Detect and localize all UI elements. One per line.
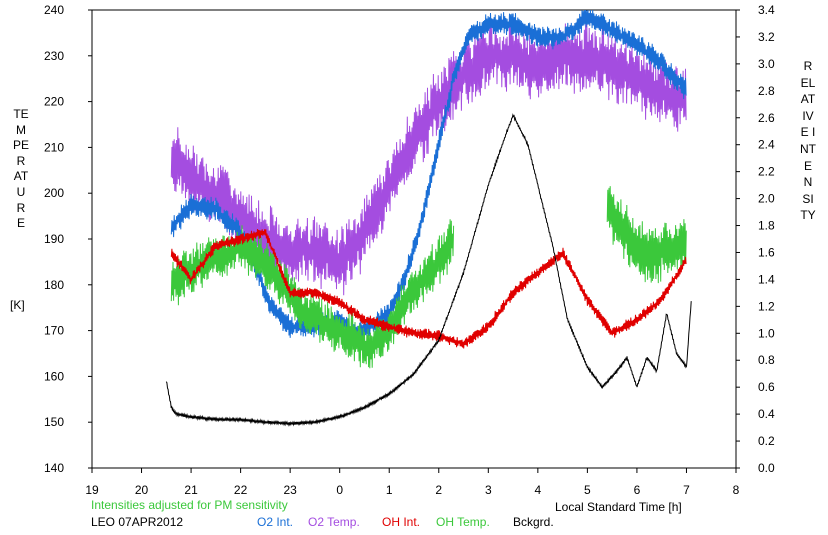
right-axis-tick-label: 1.6 — [758, 245, 775, 259]
x-axis-tick-label: 1 — [386, 483, 393, 497]
x-axis-tick-label: 0 — [336, 483, 343, 497]
left-axis-tick-label: 200 — [44, 186, 64, 200]
right-axis-tick-label: 2.2 — [758, 165, 775, 179]
right-axis-tick-label: 0.2 — [758, 434, 775, 448]
calibration-note: Intensities adjusted for PM sensitivity — [91, 498, 288, 512]
x-axis-tick-label: 22 — [234, 483, 248, 497]
left-axis-tick-label: 190 — [44, 232, 64, 246]
series-line-o2-temp — [170, 19, 687, 296]
left-axis-tick-label: 210 — [44, 140, 64, 154]
series-layer — [165, 9, 692, 427]
x-axis-tick-label: 20 — [135, 483, 149, 497]
x-axis-tick-label: 8 — [733, 483, 740, 497]
left-axis-tick-label: 180 — [44, 278, 64, 292]
series-line-oh-temp — [606, 186, 687, 284]
x-axis-tick-label: 5 — [584, 483, 591, 497]
left-axis-unit: [K] — [10, 298, 25, 312]
station-date: LEO 07APR2012 — [91, 515, 184, 529]
right-axis-tick-label: 3.4 — [758, 3, 775, 17]
legend-oh-int: OH Int. — [382, 515, 421, 529]
left-axis-tick-label: 220 — [44, 95, 64, 109]
right-axis-tick-label: 1.8 — [758, 219, 775, 233]
right-axis-tick-label: 1.2 — [758, 299, 775, 313]
x-axis-tick-label: 23 — [283, 483, 297, 497]
right-axis-tick-label: 1.0 — [758, 326, 775, 340]
x-axis-tick-label: 21 — [184, 483, 198, 497]
x-axis-tick-label: 4 — [535, 483, 542, 497]
left-axis-tick-label: 230 — [44, 49, 64, 63]
x-axis-tick-label: 7 — [683, 483, 690, 497]
right-axis-tick-label: 0.8 — [758, 353, 775, 367]
left-axis-tick-label: 240 — [44, 3, 64, 17]
x-axis-tick-label: 2 — [435, 483, 442, 497]
legend-bckgrd: Bckgrd. — [513, 515, 554, 529]
series-line-o2-int — [170, 9, 687, 343]
left-axis-tick-label: 170 — [44, 324, 64, 338]
right-axis-tick-label: 2.8 — [758, 84, 775, 98]
legend-o2-int: O2 Int. — [257, 515, 294, 529]
right-axis-tick-label: 2.6 — [758, 111, 775, 125]
legend-oh-temp: OH Temp. — [436, 515, 490, 529]
left-axis-tick-label: 140 — [44, 461, 64, 475]
x-axis-tick-label: 19 — [85, 483, 99, 497]
left-axis-tick-label: 150 — [44, 415, 64, 429]
series-line-oh-int — [170, 228, 687, 349]
right-axis-tick-label: 0.0 — [758, 461, 775, 475]
left-axis-title: TEMPERATURE — [13, 107, 30, 231]
axis-layer: 1401501601701801902002102202302400.00.20… — [44, 3, 775, 497]
right-axis-tick-label: 3.2 — [758, 30, 775, 44]
right-axis-tick-label: 2.4 — [758, 138, 775, 152]
right-axis-title: RELATIVE INTENSITY — [800, 59, 816, 223]
x-axis-tick-label: 6 — [634, 483, 641, 497]
right-axis-tick-label: 2.0 — [758, 192, 775, 206]
right-axis-tick-label: 0.4 — [758, 407, 775, 421]
x-axis-tick-label: 3 — [485, 483, 492, 497]
series-line-bckgrd — [165, 113, 692, 427]
legend-o2-temp: O2 Temp. — [308, 515, 360, 529]
x-axis-title: Local Standard Time [h] — [555, 500, 682, 514]
right-axis-tick-label: 0.6 — [758, 380, 775, 394]
right-axis-tick-label: 3.0 — [758, 57, 775, 71]
left-axis-tick-label: 160 — [44, 369, 64, 383]
right-axis-tick-label: 1.4 — [758, 272, 775, 286]
